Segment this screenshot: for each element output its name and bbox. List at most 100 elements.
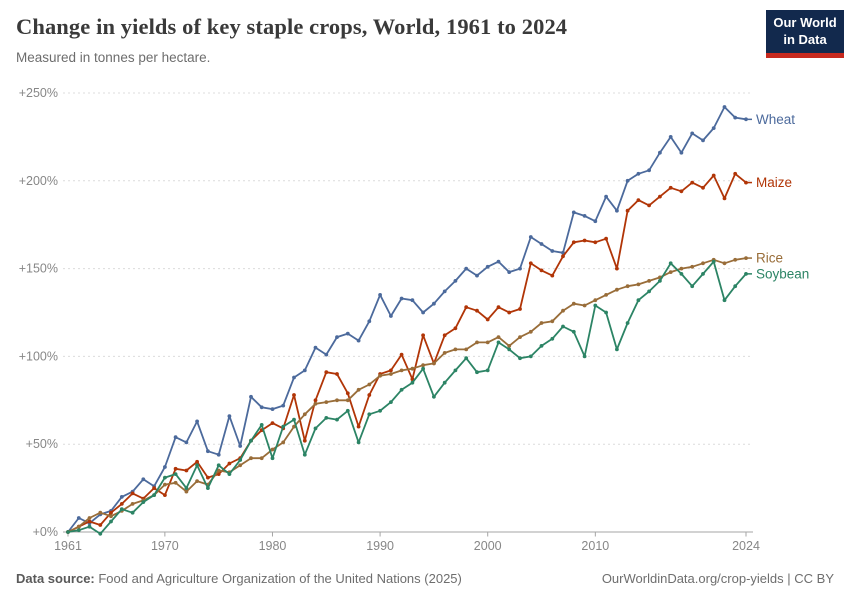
data-point-marker[interactable] [184, 440, 189, 445]
data-point-marker[interactable] [518, 335, 522, 339]
data-point-marker[interactable] [625, 178, 630, 183]
data-point-marker[interactable] [399, 352, 404, 357]
data-point-marker[interactable] [109, 514, 113, 519]
rice-line[interactable] [67, 257, 747, 533]
data-point-marker[interactable] [227, 414, 232, 418]
data-point-marker[interactable] [539, 268, 544, 273]
data-point-marker[interactable] [722, 261, 727, 266]
data-point-marker[interactable] [163, 493, 167, 497]
data-point-marker[interactable] [658, 279, 662, 283]
data-point-marker[interactable] [389, 400, 393, 404]
data-point-marker[interactable] [679, 150, 684, 155]
data-point-marker[interactable] [410, 366, 415, 371]
data-point-marker[interactable] [367, 319, 372, 324]
data-point-marker[interactable] [701, 138, 705, 143]
data-point-marker[interactable] [238, 458, 243, 462]
data-point-marker[interactable] [668, 185, 673, 190]
data-point-marker[interactable] [389, 372, 393, 376]
data-point-marker[interactable] [582, 214, 587, 218]
data-point-marker[interactable] [442, 333, 447, 338]
data-point-marker[interactable] [313, 401, 318, 406]
data-point-marker[interactable] [227, 472, 232, 476]
data-point-marker[interactable] [733, 171, 738, 176]
data-point-marker[interactable] [593, 303, 598, 308]
data-point-marker[interactable] [701, 272, 705, 276]
data-point-marker[interactable] [356, 338, 361, 343]
data-point-marker[interactable] [615, 287, 619, 292]
data-point-marker[interactable] [238, 463, 243, 468]
data-point-marker[interactable] [507, 310, 512, 315]
data-point-marker[interactable] [292, 417, 296, 422]
data-point-marker[interactable] [701, 261, 705, 266]
data-point-marker[interactable] [615, 266, 619, 271]
data-point-marker[interactable] [76, 516, 81, 520]
data-point-marker[interactable] [475, 370, 479, 375]
data-point-marker[interactable] [195, 463, 200, 468]
data-point-marker[interactable] [690, 131, 695, 136]
data-point-marker[interactable] [593, 240, 598, 245]
data-point-marker[interactable] [152, 486, 157, 490]
data-point-marker[interactable] [679, 266, 684, 271]
data-point-marker[interactable] [259, 423, 264, 427]
data-point-marker[interactable] [561, 254, 565, 259]
data-point-marker[interactable] [335, 372, 339, 376]
data-point-marker[interactable] [593, 298, 598, 303]
data-point-marker[interactable] [152, 493, 157, 497]
data-point-marker[interactable] [313, 398, 318, 403]
data-point-marker[interactable] [453, 347, 458, 352]
data-point-marker[interactable] [119, 502, 124, 506]
data-point-marker[interactable] [507, 270, 512, 274]
data-point-marker[interactable] [679, 189, 684, 194]
data-point-marker[interactable] [302, 412, 307, 417]
data-point-marker[interactable] [485, 368, 490, 373]
data-point-marker[interactable] [604, 310, 608, 315]
data-point-marker[interactable] [249, 456, 253, 461]
data-point-marker[interactable] [442, 351, 447, 355]
maize-line[interactable] [67, 172, 747, 533]
data-point-marker[interactable] [87, 519, 92, 524]
data-point-marker[interactable] [604, 293, 608, 297]
data-point-marker[interactable] [690, 284, 695, 289]
data-point-marker[interactable] [711, 173, 716, 178]
data-point-marker[interactable] [356, 424, 361, 429]
data-point-marker[interactable] [464, 266, 469, 271]
data-point-marker[interactable] [324, 370, 329, 375]
data-point-marker[interactable] [119, 507, 124, 512]
data-point-marker[interactable] [528, 329, 533, 334]
data-point-marker[interactable] [227, 461, 232, 466]
data-point-marker[interactable] [550, 336, 555, 341]
data-point-marker[interactable] [539, 321, 544, 325]
data-point-marker[interactable] [485, 317, 490, 322]
data-point-marker[interactable] [206, 475, 210, 480]
data-point-marker[interactable] [163, 482, 167, 487]
data-point-marker[interactable] [345, 398, 350, 403]
data-point-marker[interactable] [453, 279, 458, 283]
data-point-marker[interactable] [539, 344, 544, 348]
data-point-marker[interactable] [98, 531, 103, 536]
data-point-marker[interactable] [625, 208, 630, 213]
data-point-marker[interactable] [421, 363, 425, 368]
data-point-marker[interactable] [690, 180, 695, 185]
data-point-marker[interactable] [550, 249, 555, 253]
data-point-marker[interactable] [281, 424, 286, 429]
data-point-marker[interactable] [324, 352, 329, 357]
owid-url-link[interactable]: OurWorldinData.org/crop-yields [601, 571, 784, 586]
data-point-marker[interactable] [636, 298, 641, 303]
data-point-marker[interactable] [668, 261, 673, 266]
data-point-marker[interactable] [195, 459, 200, 464]
data-point-marker[interactable] [378, 408, 382, 413]
data-point-marker[interactable] [173, 435, 178, 440]
data-point-marker[interactable] [249, 394, 253, 399]
data-point-marker[interactable] [604, 236, 608, 241]
data-point-marker[interactable] [571, 301, 576, 306]
data-point-marker[interactable] [690, 264, 695, 269]
data-point-marker[interactable] [507, 344, 512, 348]
data-point-marker[interactable] [647, 279, 651, 283]
data-point-marker[interactable] [421, 310, 425, 315]
data-point-marker[interactable] [496, 305, 501, 310]
data-point-marker[interactable] [238, 444, 243, 448]
data-point-marker[interactable] [195, 479, 200, 483]
data-point-marker[interactable] [98, 510, 103, 515]
data-point-marker[interactable] [259, 405, 264, 410]
data-point-marker[interactable] [475, 273, 479, 278]
